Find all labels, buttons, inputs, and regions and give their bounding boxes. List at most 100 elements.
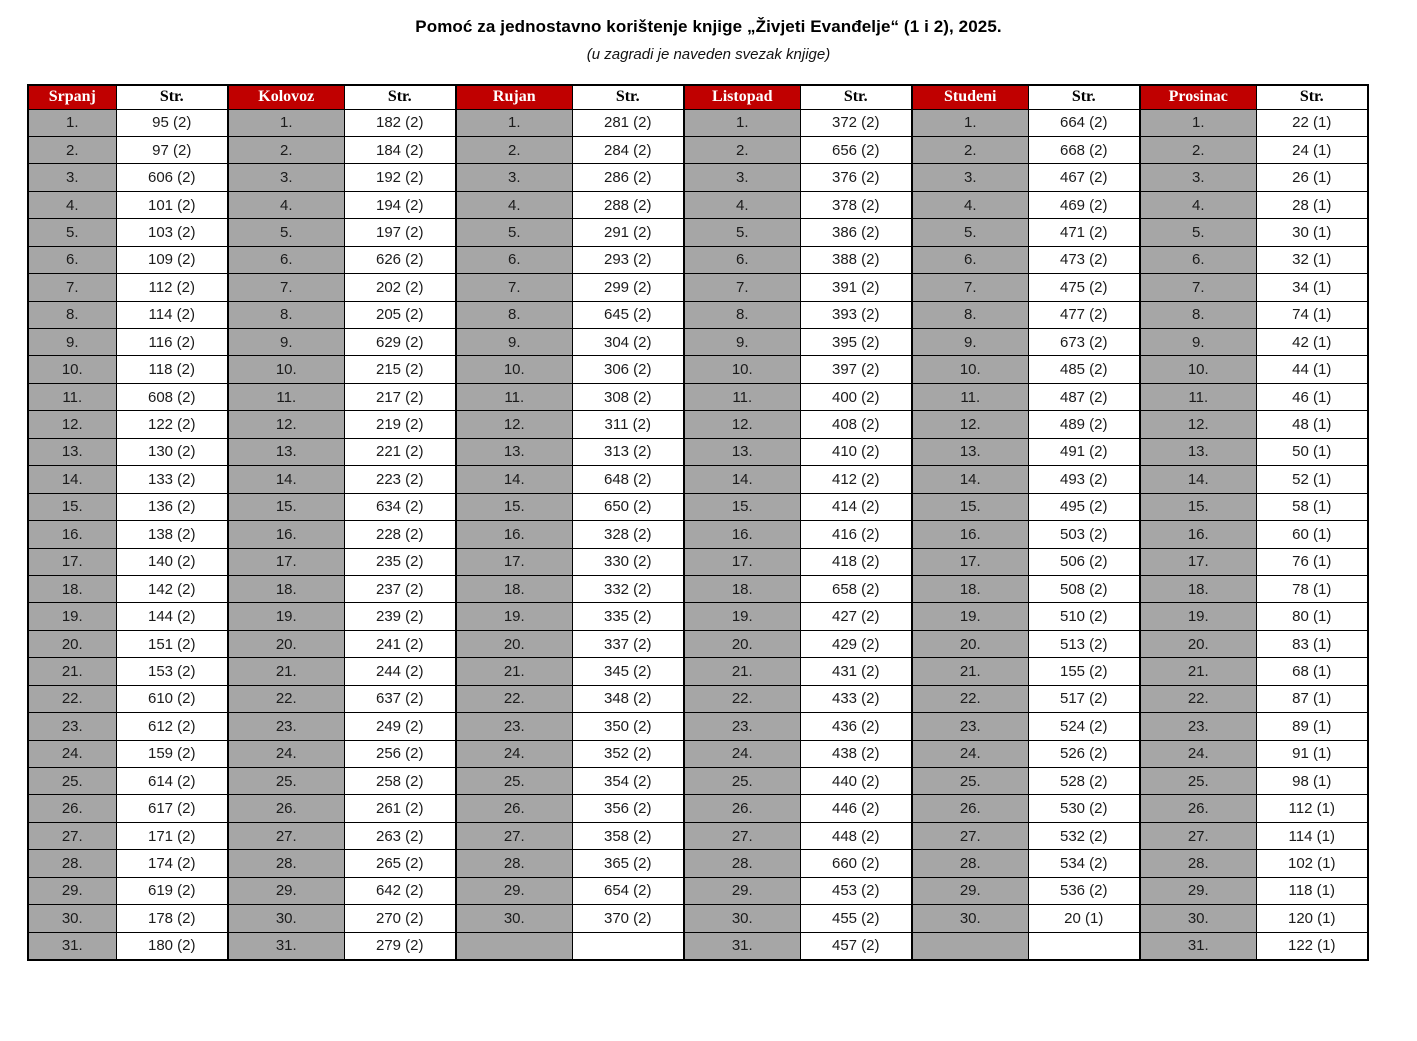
page-ref-cell: 140 (2): [115, 547, 229, 576]
page-ref-cell: 112 (1): [1255, 794, 1369, 823]
day-cell: 7.: [455, 273, 573, 302]
page-ref-cell: 46 (1): [1255, 382, 1369, 412]
day-cell: 7.: [1139, 273, 1257, 302]
day-cell: 8.: [27, 300, 117, 330]
day-cell: 21.: [27, 657, 117, 686]
page-ref-cell: 258 (2): [343, 766, 457, 796]
table-row: 23. 612 (2) 23. 249 (2) 23. 350 (2) 23. 436 (2)…: [27, 712, 1369, 741]
page-ref-cell: 171 (2): [115, 821, 229, 851]
day-cell: 13.: [1139, 437, 1257, 467]
day-cell: 19.: [27, 602, 117, 631]
page-ref-cell: 270 (2): [343, 904, 457, 933]
page-ref-cell: 354 (2): [571, 766, 685, 796]
day-cell: 11.: [683, 382, 801, 412]
day-cell: 15.: [227, 492, 345, 522]
day-cell: 28.: [455, 849, 573, 878]
day-cell: 14.: [455, 465, 573, 494]
page-ref-cell: 418 (2): [799, 547, 913, 576]
page-ref-cell: 612 (2): [115, 712, 229, 741]
page-ref-cell: 281 (2): [571, 108, 685, 137]
page-ref-cell: 28 (1): [1255, 190, 1369, 220]
day-cell: 31.: [683, 931, 801, 961]
page-ref-cell: 345 (2): [571, 657, 685, 686]
page-ref-cell: 429 (2): [799, 629, 913, 659]
day-cell: 27.: [911, 821, 1029, 851]
day-cell: 14.: [1139, 465, 1257, 494]
day-cell: 18.: [27, 574, 117, 604]
page-ref-cell: 619 (2): [115, 876, 229, 906]
page-ref-cell: 414 (2): [799, 492, 913, 522]
day-cell: 24.: [1139, 739, 1257, 769]
day-cell: 6.: [455, 245, 573, 275]
page-ref-cell: 74 (1): [1255, 300, 1369, 330]
day-cell: 9.: [227, 327, 345, 357]
page-ref-cell: 182 (2): [343, 108, 457, 137]
day-cell: 14.: [227, 465, 345, 494]
page-ref-cell: 97 (2): [115, 135, 229, 165]
day-cell: 19.: [227, 602, 345, 631]
page-ref-cell: 249 (2): [343, 712, 457, 741]
day-cell: 30.: [911, 904, 1029, 933]
page-ref-cell: 50 (1): [1255, 437, 1369, 467]
day-cell: 6.: [1139, 245, 1257, 275]
page-ref-cell: 261 (2): [343, 794, 457, 823]
page-ref-cell: 416 (2): [799, 520, 913, 549]
day-cell: 30.: [227, 904, 345, 933]
day-cell: 2.: [1139, 135, 1257, 165]
day-cell: 24.: [911, 739, 1029, 769]
page-ref-cell: 83 (1): [1255, 629, 1369, 659]
page-ref-cell: 391 (2): [799, 273, 913, 302]
day-cell: 19.: [683, 602, 801, 631]
page-ref-cell: 436 (2): [799, 712, 913, 741]
page-ref-cell: [1027, 931, 1141, 961]
page-ref-cell: 610 (2): [115, 684, 229, 714]
day-cell: 19.: [455, 602, 573, 631]
page-ref-cell: 48 (1): [1255, 410, 1369, 439]
day-cell: 4.: [683, 190, 801, 220]
page-ref-cell: 617 (2): [115, 794, 229, 823]
day-cell: 30.: [27, 904, 117, 933]
page-ref-cell: 365 (2): [571, 849, 685, 878]
day-cell: 29.: [227, 876, 345, 906]
page-ref-cell: 114 (1): [1255, 821, 1369, 851]
day-cell: 5.: [911, 218, 1029, 247]
page-ref-cell: 513 (2): [1027, 629, 1141, 659]
page-ref-cell: 528 (2): [1027, 766, 1141, 796]
page-ref-cell: 194 (2): [343, 190, 457, 220]
day-cell: 3.: [27, 163, 117, 192]
day-cell: 1.: [683, 108, 801, 137]
day-cell: 26.: [455, 794, 573, 823]
day-cell: 10.: [455, 355, 573, 384]
day-cell: 27.: [227, 821, 345, 851]
day-cell: 1.: [27, 108, 117, 137]
page-column-header-cell: Str.: [1255, 84, 1369, 110]
page-ref-cell: 530 (2): [1027, 794, 1141, 823]
day-cell: 23.: [227, 712, 345, 741]
page-ref-cell: 118 (1): [1255, 876, 1369, 906]
page-ref-cell: 32 (1): [1255, 245, 1369, 275]
page-ref-cell: 120 (1): [1255, 904, 1369, 933]
table-row: 9. 116 (2) 9. 629 (2) 9. 304 (2) 9. 395 (2) 9. 67…: [27, 327, 1369, 357]
table-row: 30. 178 (2) 30. 270 (2) 30. 370 (2) 30. 455 (2)…: [27, 904, 1369, 933]
table-row: 3. 606 (2) 3. 192 (2) 3. 286 (2) 3. 376 (2) 3. 46…: [27, 163, 1369, 192]
day-cell: 21.: [1139, 657, 1257, 686]
page-ref-cell: 155 (2): [1027, 657, 1141, 686]
page-ref-cell: 469 (2): [1027, 190, 1141, 220]
day-cell: 17.: [455, 547, 573, 576]
page-column-header-cell: Str.: [571, 84, 685, 110]
day-cell: 26.: [911, 794, 1029, 823]
day-cell: 20.: [227, 629, 345, 659]
day-cell: 21.: [911, 657, 1029, 686]
page-ref-cell: 244 (2): [343, 657, 457, 686]
page-ref-cell: 263 (2): [343, 821, 457, 851]
month-header-cell: Prosinac: [1139, 84, 1257, 110]
day-cell: 7.: [911, 273, 1029, 302]
day-cell: 24.: [683, 739, 801, 769]
day-cell: 9.: [1139, 327, 1257, 357]
page-ref-cell: 304 (2): [571, 327, 685, 357]
day-cell: 5.: [227, 218, 345, 247]
table-row: 26. 617 (2) 26. 261 (2) 26. 356 (2) 26. 446 (2)…: [27, 794, 1369, 823]
day-cell: 25.: [455, 766, 573, 796]
page-ref-cell: 446 (2): [799, 794, 913, 823]
month-header-cell: Kolovoz: [227, 84, 345, 110]
